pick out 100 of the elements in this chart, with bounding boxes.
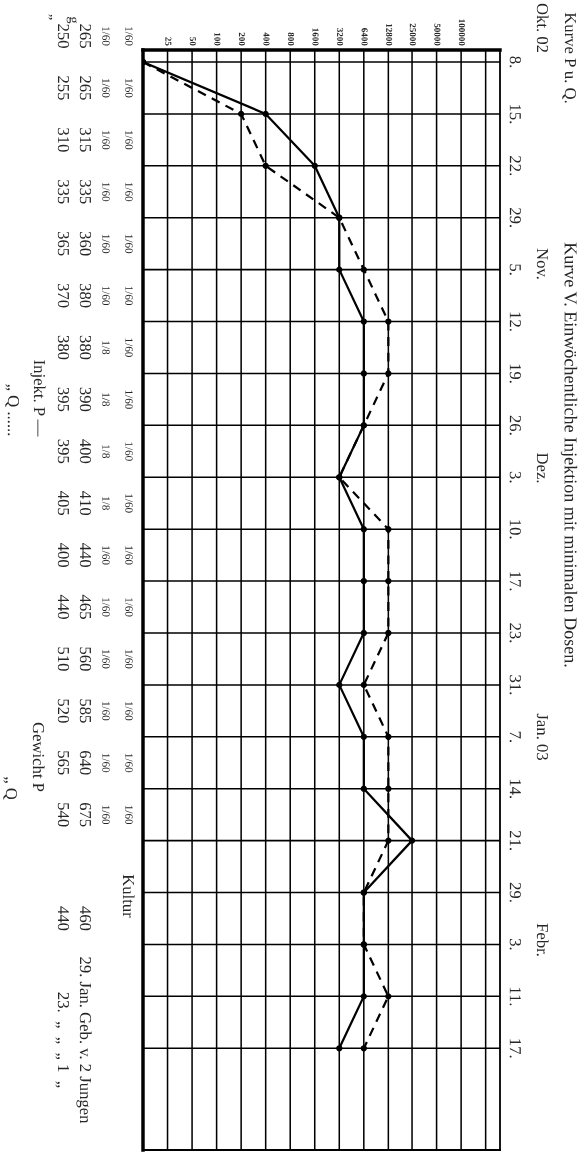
x-tick-label: 50000	[434, 23, 441, 46]
x-tick-label: 3200	[337, 28, 344, 46]
y-tick-label: 31.	[509, 675, 521, 695]
y-tick-label: 21.	[509, 830, 521, 850]
text: 315	[79, 128, 92, 152]
text: 370	[57, 283, 70, 308]
y-tick-label: 11.	[509, 987, 521, 1006]
text: 465	[79, 594, 92, 619]
text: Jan. 03	[536, 713, 549, 760]
text: 405	[57, 491, 70, 516]
text: 1/8	[102, 497, 110, 510]
text: 1/60	[125, 650, 133, 669]
text: 380	[79, 283, 92, 308]
y-tick-label: 14.	[509, 779, 521, 799]
text: 395	[57, 387, 70, 412]
text: Gewicht P	[32, 722, 45, 792]
text: 265	[79, 76, 92, 100]
text: Kultur	[122, 874, 135, 918]
text: 1/60	[125, 130, 133, 150]
text: 1/60	[125, 182, 133, 202]
x-tick-label: 100000	[458, 19, 465, 46]
text: 1/60	[102, 753, 110, 773]
text: 250	[57, 24, 70, 48]
text: 1/60	[125, 234, 133, 254]
text: 1/60	[102, 286, 110, 306]
text: Dez.	[536, 452, 548, 483]
text: 1/8	[102, 445, 110, 458]
text: 1/60	[102, 27, 110, 46]
text: 1/60	[125, 598, 133, 617]
text: 400	[79, 439, 92, 464]
text: 540	[57, 803, 70, 827]
x-tick-label: 200	[238, 32, 245, 46]
y-tick-label: 29.	[509, 882, 521, 902]
y-tick-label: 29.	[509, 208, 521, 228]
text: Injekt. P —	[30, 360, 46, 437]
x-tick-label: 50	[189, 37, 196, 46]
text: 1/60	[125, 390, 133, 409]
text: 410	[79, 491, 92, 516]
text: „ Q ......	[5, 384, 20, 436]
y-tick-label: 5.	[509, 264, 521, 275]
y-tick-label: 23.	[509, 623, 521, 643]
text: 1/8	[102, 393, 110, 407]
text: 1/60	[125, 753, 133, 773]
y-tick-label: 3.	[509, 471, 521, 483]
text: 1/60	[125, 286, 133, 306]
x-tick-label: 25	[165, 37, 172, 46]
text: 380	[57, 335, 70, 360]
y-tick-label: 15.	[509, 104, 521, 124]
y-tick-label: 17.	[509, 572, 521, 591]
text: 520	[57, 699, 70, 723]
text: „ Q	[3, 776, 18, 800]
text: 460	[79, 906, 92, 931]
text: 1/60	[125, 338, 133, 357]
text: 23. „ „ „ 1 „	[55, 992, 70, 1088]
text: 1/60	[102, 79, 110, 98]
y-tick-label: 22.	[509, 156, 521, 176]
text: 1/60	[102, 598, 110, 617]
text: 400	[57, 542, 70, 567]
y-tick-label: 17.	[509, 1039, 521, 1058]
y-tick-label: 8.	[509, 56, 521, 68]
text: 1/60	[102, 234, 110, 254]
x-tick-label: 800	[287, 32, 295, 46]
text: 255	[57, 76, 70, 100]
text: 1/60	[125, 805, 133, 825]
y-tick-label: 7.	[509, 731, 521, 742]
text: 29. Jan. Geb. v. 2 Jungen	[76, 957, 92, 1124]
x-tick-label: 100	[214, 33, 221, 46]
text: 1/60	[125, 546, 133, 565]
x-tick-label: 400	[263, 32, 270, 46]
text: Okt. 02	[536, 3, 549, 53]
text: 395	[57, 439, 70, 464]
text: 585	[79, 699, 92, 723]
text: g	[66, 17, 77, 24]
text: 335	[79, 180, 92, 204]
text: 675	[79, 802, 92, 827]
y-tick-label: 3.	[509, 938, 521, 950]
text: 1/60	[125, 79, 133, 98]
text: 390	[79, 387, 92, 412]
text: Nov.	[536, 248, 548, 279]
text: 1/60	[102, 650, 110, 669]
text: 1/60	[125, 27, 133, 46]
text: 1/60	[102, 805, 110, 825]
text: 1/60	[125, 442, 133, 461]
y-tick-label: 26.	[509, 415, 521, 435]
text: 360	[79, 231, 92, 256]
text: 380	[79, 335, 92, 360]
text: 310	[57, 128, 70, 152]
text: 1/60	[102, 130, 110, 150]
text: 365	[57, 231, 70, 256]
text: 265	[79, 24, 92, 48]
text: 1/60	[102, 182, 110, 202]
text: 640	[79, 750, 92, 775]
y-tick-label: 10.	[509, 520, 521, 539]
y-tick-label: 19.	[509, 364, 521, 383]
text: 1/60	[102, 701, 110, 721]
text: 335	[57, 180, 70, 204]
text: 1/60	[102, 546, 110, 565]
text: 1/60	[125, 494, 133, 513]
x-tick-label: 25000	[409, 23, 416, 46]
text: Kurve V. Einwöchentliche Injektion mit minimalen Dosen.	[560, 242, 578, 667]
